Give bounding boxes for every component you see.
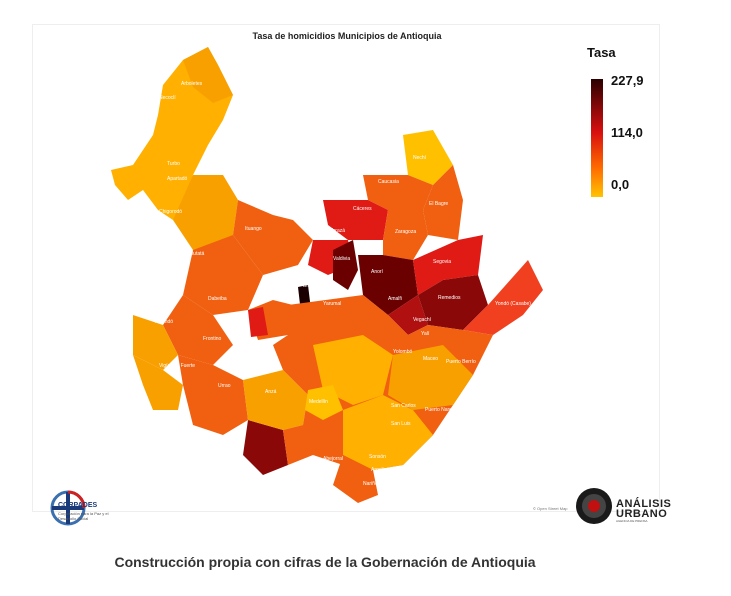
corpades-subtitle: Corporación para la Paz y el Desarrollo …: [58, 511, 109, 521]
map-label: Turbo: [167, 161, 180, 167]
map-label: Yolombó: [393, 349, 412, 355]
map-label: San Carlos: [391, 403, 416, 409]
region-medellin: [305, 385, 343, 420]
map-label: Yondó (Casabe): [495, 301, 531, 307]
region-mutata: [173, 175, 238, 255]
map-label: Valdivia: [333, 256, 350, 262]
map-label: Caucasia: [378, 179, 399, 185]
analisis-urbano-line1: ANÁLISIS: [616, 498, 672, 510]
map-label: El Bagre: [429, 201, 448, 207]
region-dabeiba: [183, 235, 263, 315]
map-label: Medellín: [309, 399, 328, 405]
region-east: [388, 345, 473, 410]
map-label: Segovia: [433, 259, 451, 265]
map-label: Yarumal: [323, 301, 341, 307]
region-southwest: [243, 370, 308, 430]
map-label: San Luis: [391, 421, 411, 427]
map-label: Chigorodó: [159, 209, 182, 215]
antioquia-choropleth-map: Arboletes Necoclí Turbo Apartadó Chigoro…: [111, 47, 543, 503]
region-caceres: [323, 200, 388, 240]
map-credit: © Open Street Map: [533, 506, 568, 511]
map-label: Puerto Berrío: [446, 359, 476, 365]
map-label: Frontino: [203, 336, 222, 342]
map-label: Amalfi: [388, 296, 402, 302]
map-frame: Tasa de homicidios Municipios de Antioqu…: [32, 24, 660, 512]
region-caucasia: [363, 175, 433, 210]
legend-max: 227,9: [611, 73, 644, 88]
map-label: Sonsón: [369, 454, 386, 460]
map-label: Maceo: [423, 356, 438, 362]
region-yondo: [463, 260, 543, 335]
map-label: Yalí: [421, 331, 430, 337]
map-label: Vigía Del Fuerte: [159, 363, 195, 369]
map-label: Dabeiba: [208, 296, 227, 302]
map-label: Peque: [265, 291, 280, 297]
map-label: Remedios: [438, 295, 461, 301]
map-label: Abejorral: [323, 456, 343, 462]
region-vigia: [133, 355, 183, 410]
map-label: Anorí: [371, 269, 384, 275]
map-label: Tarazá: [330, 228, 345, 234]
legend-title: Tasa: [587, 45, 616, 60]
map-label: Vegachí: [413, 317, 432, 323]
legend-min: 0,0: [611, 177, 630, 192]
analisis-urbano-line2: URBANO: [616, 508, 668, 520]
map-label: Mutatá: [189, 251, 205, 257]
region-nechi: [403, 130, 453, 185]
region-south: [343, 395, 433, 470]
map-label: Arboletes: [181, 81, 203, 87]
region-arboletes: [183, 47, 233, 103]
corpades-name: CORPADES: [58, 502, 98, 509]
map-label: Urrao: [218, 383, 231, 389]
map-label: Anzá: [265, 389, 277, 395]
analisis-urbano-subtitle: AGENCIA DE PRENSA: [616, 519, 648, 523]
region-urrao: [178, 355, 248, 435]
region-southwest-dark: [243, 420, 288, 475]
region-ituango: [233, 200, 313, 275]
corpades-logo-icon: [50, 490, 86, 526]
region-remedios: [418, 275, 488, 330]
region-red-small: [248, 307, 268, 337]
analisis-urbano-logo-icon: [576, 488, 612, 524]
region-sonson: [333, 455, 378, 503]
region-zaragoza: [383, 210, 428, 260]
region-murindo: [133, 315, 178, 370]
color-legend: Tasa 227,9 114,0 0,0: [581, 43, 661, 213]
legend-mid: 114,0: [611, 125, 643, 140]
map-label: Briceño: [303, 283, 320, 289]
map-title: Tasa de homicidios Municipios de Antioqu…: [252, 31, 442, 41]
region-anori: [358, 255, 418, 315]
region-frontino: [163, 295, 233, 365]
map-label: Argelia: [371, 467, 387, 473]
map-label: Zaragoza: [395, 229, 416, 235]
region-el-bagre: [423, 165, 463, 240]
map-label: Cáceres: [353, 206, 372, 212]
map-label: Murindó: [155, 319, 173, 325]
image-caption: Construcción propia con cifras de la Gob…: [114, 554, 536, 570]
legend-gradient-bar: [591, 79, 603, 197]
region-valdivia: [333, 240, 358, 290]
map-label: Nariño: [363, 481, 378, 487]
map-label: Puerto Nare: [425, 407, 452, 413]
map-label: Necoclí: [159, 95, 176, 101]
map-label: Ituango: [245, 226, 262, 232]
region-segovia: [413, 235, 483, 295]
map-label: Nechí: [413, 155, 427, 161]
map-label: Apartadó: [167, 176, 188, 182]
